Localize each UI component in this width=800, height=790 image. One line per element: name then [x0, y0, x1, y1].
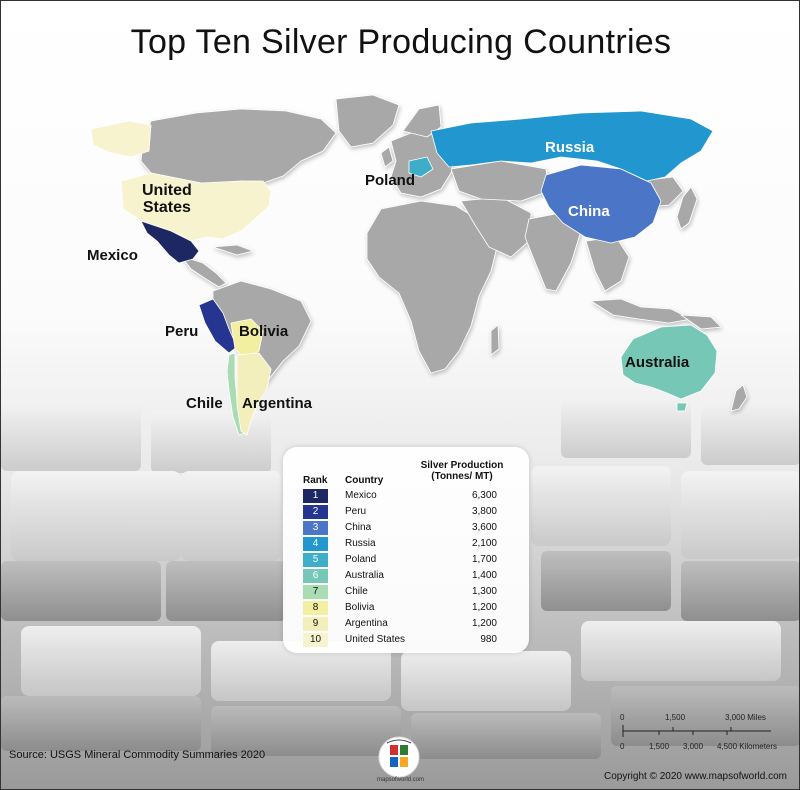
- argentina-shape: [236, 352, 272, 436]
- mexico-shape: [140, 220, 200, 264]
- legend-rank-swatch: 3: [303, 521, 328, 535]
- legend-value: 2,100: [471, 538, 497, 549]
- legend-value: 6,300: [471, 490, 497, 501]
- legend-rank-swatch: 1: [303, 489, 328, 503]
- china-shape: [540, 164, 662, 244]
- legend-rank-swatch: 10: [303, 633, 328, 647]
- tasmania-shape: [676, 402, 688, 412]
- legend-row: 9 Argentina 1,200: [283, 617, 529, 633]
- label-mexico: Mexico: [87, 247, 138, 264]
- legend-value: 3,600: [471, 522, 497, 533]
- legend-value-header-line1: Silver Production: [420, 460, 504, 471]
- legend-rank-swatch: 9: [303, 617, 328, 631]
- legend-value-header: Silver Production (Tonnes/ MT): [417, 460, 507, 482]
- label-united-states-line1: United: [142, 182, 192, 199]
- page-title: Top Ten Silver Producing Countries: [130, 23, 672, 61]
- legend-row: 6 Australia 1,400: [283, 569, 529, 585]
- legend-row: 2 Peru 3,800: [283, 505, 529, 521]
- scale-km-4500: 4,500 Kilometers: [717, 742, 778, 751]
- legend-row: 5 Poland 1,700: [283, 553, 529, 569]
- legend-country: United States: [345, 634, 406, 645]
- label-bolivia: Bolivia: [239, 323, 289, 340]
- legend-row: 1 Mexico 6,300: [283, 489, 529, 505]
- greenland: [335, 94, 400, 148]
- legend-country: Poland: [345, 554, 377, 565]
- logo-text: mapsofworld.com: [377, 777, 425, 783]
- legend-value: 1,300: [471, 586, 497, 597]
- legend-value: 1,200: [471, 618, 497, 629]
- legend-value: 1,400: [471, 570, 497, 581]
- legend-country: Chile: [345, 586, 368, 597]
- label-russia: Russia: [545, 139, 595, 156]
- scale-km-0: 0: [620, 742, 625, 751]
- japan: [676, 186, 698, 230]
- legend-rank-header: Rank: [303, 475, 328, 486]
- legend-country: China: [345, 522, 372, 533]
- scale-km-1500: 1,500: [649, 742, 670, 751]
- silver-bars-background: [1, 396, 799, 759]
- label-poland: Poland: [365, 172, 416, 189]
- legend-value: 1,200: [471, 602, 497, 613]
- central-asia: [450, 160, 550, 202]
- legend-row: 7 Chile 1,300: [283, 585, 529, 601]
- legend-rank-swatch: 7: [303, 585, 328, 599]
- legend-rank-swatch: 5: [303, 553, 328, 567]
- caribbean: [212, 244, 254, 256]
- legend-value: 3,800: [471, 506, 497, 517]
- scale-miles-3000: 3,000 Miles: [725, 713, 766, 722]
- new-zealand: [730, 384, 748, 412]
- label-united-states: United States: [142, 182, 192, 216]
- papua: [680, 314, 722, 330]
- legend-value-header-line2: (Tonnes/ MT): [431, 471, 493, 482]
- russia-shape: [430, 110, 714, 182]
- legend-country: Bolivia: [345, 602, 375, 613]
- legend-row: 10 United States 980: [283, 633, 529, 649]
- map-scale-bar: [622, 725, 771, 737]
- label-chile: Chile: [186, 395, 223, 412]
- legend-country: Russia: [345, 538, 376, 549]
- legend-country: Mexico: [345, 490, 377, 501]
- legend-country: Australia: [345, 570, 384, 581]
- legend-country: Argentina: [345, 618, 388, 629]
- legend-row: 3 China 3,600: [283, 521, 529, 537]
- label-australia: Australia: [625, 354, 690, 371]
- legend-rank-swatch: 4: [303, 537, 328, 551]
- bolivia-shape: [230, 318, 264, 360]
- legend-rank-swatch: 2: [303, 505, 328, 519]
- scandinavia: [402, 104, 442, 138]
- scale-miles-0: 0: [620, 713, 625, 722]
- highlighted-countries: [90, 110, 718, 436]
- uk: [380, 146, 394, 168]
- canada: [140, 108, 337, 186]
- legend-table: Rank Country Silver Production (Tonnes/ …: [283, 447, 529, 653]
- scale-km-3000: 3,000: [683, 742, 704, 751]
- legend-row: 8 Bolivia 1,200: [283, 601, 529, 617]
- legend-value: 980: [480, 634, 497, 645]
- legend-country-header: Country: [345, 475, 384, 486]
- central-america: [180, 255, 227, 288]
- southeast-asia: [585, 236, 630, 292]
- label-peru: Peru: [165, 323, 199, 340]
- legend-value: 1,700: [471, 554, 497, 565]
- label-china: China: [568, 203, 610, 220]
- legend-rank-swatch: 8: [303, 601, 328, 615]
- label-united-states-line2: States: [142, 199, 191, 216]
- legend-country: Peru: [345, 506, 367, 517]
- label-argentina: Argentina: [242, 395, 313, 412]
- alaska-shape: [90, 120, 152, 158]
- poland-shape: [408, 156, 434, 178]
- scale-miles-1500: 1,500: [665, 713, 686, 722]
- source-note: Source: USGS Mineral Commodity Summaries…: [9, 749, 266, 761]
- legend-row: 4 Russia 2,100: [283, 537, 529, 553]
- australia-shape: [620, 324, 718, 400]
- legend-rank-swatch: 6: [303, 569, 328, 583]
- madagascar: [490, 324, 500, 356]
- mapsofworld-logo-icon: [378, 736, 420, 778]
- copyright-text: Copyright © 2020 www.mapsofworld.com: [604, 771, 787, 782]
- indonesia: [590, 298, 692, 324]
